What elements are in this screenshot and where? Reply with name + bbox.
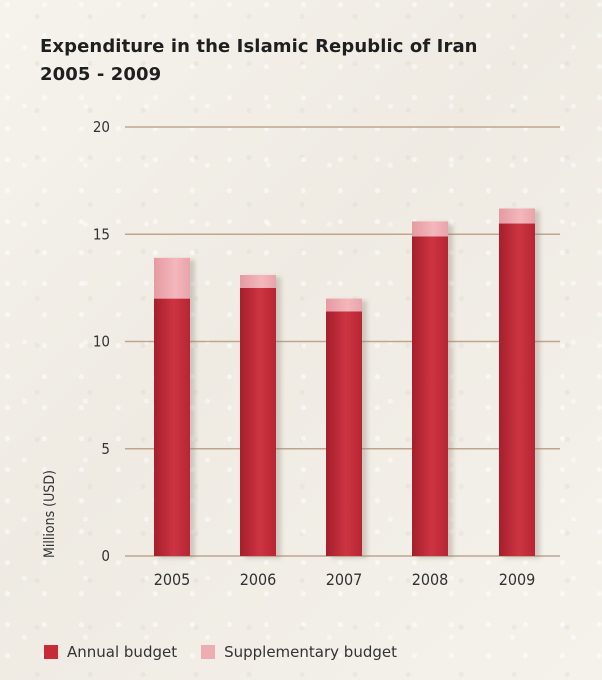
bar-supplementary-2008 (412, 221, 448, 237)
chart-title-line-2: 2005 - 2009 (40, 64, 162, 85)
bar-supplementary-2007 (326, 298, 362, 312)
bar-annual-2005 (154, 298, 190, 556)
bar-annual-2008 (412, 236, 448, 556)
legend-item-annual: Annual budget (44, 643, 177, 661)
bar-group-2007 (326, 298, 362, 556)
bar-supplementary-2006 (240, 275, 276, 288)
axis-labels: 0 5 10 15 20 Millions (USD) 2005 2006 2007 2008 20… (42, 118, 535, 589)
bar-supplementary-2009 (499, 208, 535, 224)
bar-group-2006 (240, 275, 276, 556)
y-tick-label-15: 15 (93, 225, 110, 243)
x-tick-label-2005: 2005 (154, 570, 191, 589)
legend-label-supplementary: Supplementary budget (224, 643, 397, 661)
bar-annual-2007 (326, 311, 362, 556)
x-tick-label-2006: 2006 (240, 570, 277, 589)
bar-group-2009 (499, 208, 535, 556)
y-tick-label-0: 0 (101, 547, 110, 565)
bar-group-2005 (154, 257, 190, 556)
y-tick-label-10: 10 (93, 333, 110, 351)
x-tick-label-2009: 2009 (499, 570, 536, 589)
legend-swatch-supplementary (201, 645, 216, 659)
bar-annual-2006 (240, 287, 276, 556)
legend: Annual budget Supplementary budget (44, 643, 421, 661)
y-axis-label: Millions (USD) (42, 470, 58, 558)
y-tick-label-20: 20 (93, 118, 110, 136)
x-tick-label-2007: 2007 (326, 570, 363, 589)
y-tick-label-5: 5 (101, 440, 110, 458)
bar-supplementary-2005 (154, 257, 190, 299)
bars (154, 208, 535, 556)
legend-item-supplementary: Supplementary budget (201, 643, 397, 661)
bar-group-2008 (412, 221, 448, 556)
chart-title-line-1: Expenditure in the Islamic Republic of I… (40, 36, 478, 57)
legend-label-annual: Annual budget (67, 643, 178, 661)
x-tick-label-2008: 2008 (412, 570, 449, 589)
legend-swatch-annual (44, 645, 58, 659)
bar-annual-2009 (499, 223, 535, 556)
